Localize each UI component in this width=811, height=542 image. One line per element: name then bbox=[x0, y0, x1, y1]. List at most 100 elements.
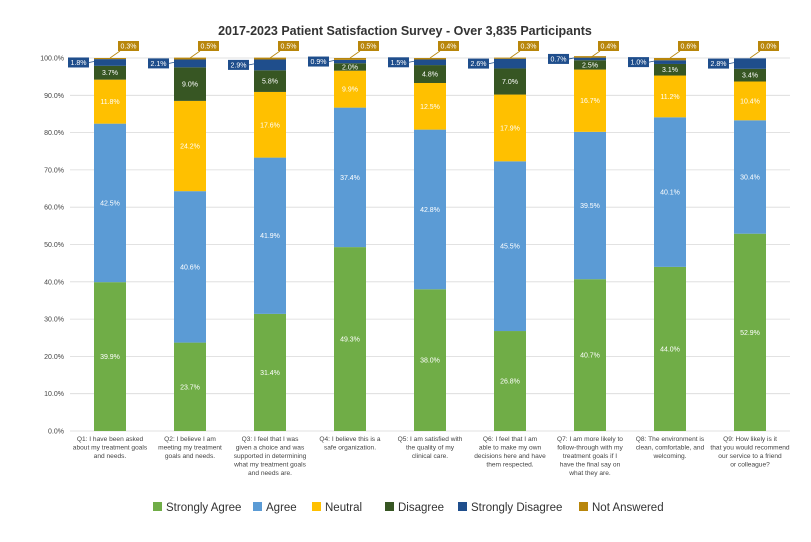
legend-item: Disagree bbox=[385, 502, 444, 514]
callout-box bbox=[708, 58, 729, 69]
bar-segment-agree bbox=[334, 107, 366, 248]
bar-segment-disagree bbox=[254, 70, 286, 92]
callout-box bbox=[438, 41, 459, 51]
data-label: 39.9% bbox=[100, 354, 120, 361]
data-label: 0.6% bbox=[681, 44, 697, 51]
legend-item: Not Answered bbox=[579, 502, 664, 514]
y-tick-label: 40.0% bbox=[44, 279, 64, 286]
bar-segment-strongly-agree bbox=[334, 247, 366, 431]
callout-leader bbox=[189, 50, 201, 59]
data-label: 24.2% bbox=[180, 144, 200, 151]
bar-segment-neutral bbox=[414, 82, 446, 130]
legend-item: Neutral bbox=[312, 502, 362, 514]
bar-segment-not-answered bbox=[414, 58, 446, 60]
data-label: 5.8% bbox=[262, 79, 278, 86]
bar-segment-disagree bbox=[94, 65, 126, 80]
bar-segment-neutral bbox=[254, 91, 286, 158]
bar-segment-strongly-agree bbox=[494, 331, 526, 431]
callout-leader bbox=[269, 50, 281, 59]
callout-box bbox=[358, 41, 379, 51]
bar-segment-neutral bbox=[494, 94, 526, 162]
bar-segment-strongly-disagree bbox=[734, 58, 766, 69]
bar-segment-strongly-agree bbox=[574, 279, 606, 431]
data-label: 1.8% bbox=[71, 60, 87, 67]
callout-box bbox=[598, 41, 619, 51]
bar-segment-agree bbox=[494, 161, 526, 332]
bar-segment-neutral bbox=[654, 75, 686, 118]
callout-leader bbox=[328, 60, 335, 62]
callout-box bbox=[118, 41, 139, 51]
bar-segment-agree bbox=[94, 123, 126, 283]
data-label: 10.4% bbox=[740, 98, 760, 105]
data-label: 7.0% bbox=[502, 79, 518, 86]
bar-segment-strongly-agree bbox=[254, 313, 286, 431]
callout-leader bbox=[749, 50, 761, 59]
callout-leader bbox=[168, 62, 175, 64]
y-tick-label: 0.0% bbox=[48, 429, 64, 436]
callout-box bbox=[228, 59, 249, 70]
x-category-label: Q9: How likely is it that you would recom… bbox=[710, 436, 789, 469]
callout-leader bbox=[349, 50, 361, 59]
data-label: 0.3% bbox=[121, 44, 137, 51]
bar-segment-strongly-disagree bbox=[574, 57, 606, 61]
data-label: 3.1% bbox=[662, 67, 678, 74]
callout-leader bbox=[509, 50, 521, 59]
bar-segment-agree bbox=[734, 120, 766, 234]
y-tick-label: 100.0% bbox=[40, 56, 64, 63]
data-label: 2.8% bbox=[711, 61, 727, 68]
data-label: 0.3% bbox=[521, 44, 537, 51]
y-tick-label: 90.0% bbox=[44, 93, 64, 100]
data-label: 38.0% bbox=[420, 358, 440, 365]
data-label: 1.5% bbox=[391, 60, 407, 67]
callout-box bbox=[548, 53, 569, 64]
x-category-label: Q2: I believe I am meeting my treatment go… bbox=[158, 436, 222, 460]
bar-segment-neutral bbox=[734, 81, 766, 121]
callout-box bbox=[468, 58, 489, 69]
callout-leader bbox=[589, 50, 601, 59]
legend-label: Disagree bbox=[398, 502, 444, 514]
legend-item: Strongly Agree bbox=[153, 502, 241, 514]
data-label: 52.9% bbox=[740, 330, 760, 337]
callout-leader bbox=[109, 50, 121, 59]
bar-segment-strongly-agree bbox=[654, 266, 686, 431]
data-label: 0.5% bbox=[201, 44, 217, 51]
bar-segment-agree bbox=[254, 157, 286, 314]
callout-box bbox=[678, 41, 699, 51]
data-label: 9.9% bbox=[342, 87, 358, 94]
legend-swatch bbox=[458, 502, 467, 511]
bar-segment-neutral bbox=[94, 79, 126, 124]
y-tick-label: 70.0% bbox=[44, 167, 64, 174]
bar-segment-agree bbox=[574, 131, 606, 280]
data-label: 2.9% bbox=[231, 62, 247, 69]
data-label: 40.6% bbox=[180, 264, 200, 271]
bar-segment-agree bbox=[414, 129, 446, 290]
data-label: 0.4% bbox=[601, 44, 617, 51]
legend-label: Not Answered bbox=[592, 502, 664, 514]
legend-swatch bbox=[579, 502, 588, 511]
callout-leader bbox=[429, 50, 441, 59]
legend-item: Agree bbox=[253, 502, 297, 514]
bar-segment-not-answered bbox=[574, 56, 606, 58]
data-label: 26.8% bbox=[500, 379, 520, 386]
callout-leader bbox=[88, 61, 95, 63]
data-label: 0.7% bbox=[551, 56, 567, 63]
bar-segment-strongly-agree bbox=[174, 342, 206, 431]
bar-segment-neutral bbox=[334, 70, 366, 108]
bar-segment-not-answered bbox=[334, 58, 366, 60]
callout-box bbox=[628, 57, 649, 68]
bar-segment-agree bbox=[174, 191, 206, 343]
data-label: 30.4% bbox=[740, 174, 760, 181]
y-tick-label: 60.0% bbox=[44, 205, 64, 212]
callout-leader bbox=[568, 57, 575, 60]
legend-swatch bbox=[385, 502, 394, 511]
x-category-label: Q1: I have been asked about my treatment … bbox=[73, 436, 148, 460]
bar-segment-neutral bbox=[174, 100, 206, 192]
bar-segment-disagree bbox=[734, 68, 766, 82]
data-label: 42.5% bbox=[100, 200, 120, 207]
bar-segment-disagree bbox=[654, 63, 686, 76]
x-category-label: Q3: I feel that I was given a choice and … bbox=[233, 436, 307, 477]
data-label: 11.8% bbox=[100, 99, 119, 106]
y-tick-label: 20.0% bbox=[44, 354, 64, 361]
data-label: 2.1% bbox=[151, 61, 167, 68]
